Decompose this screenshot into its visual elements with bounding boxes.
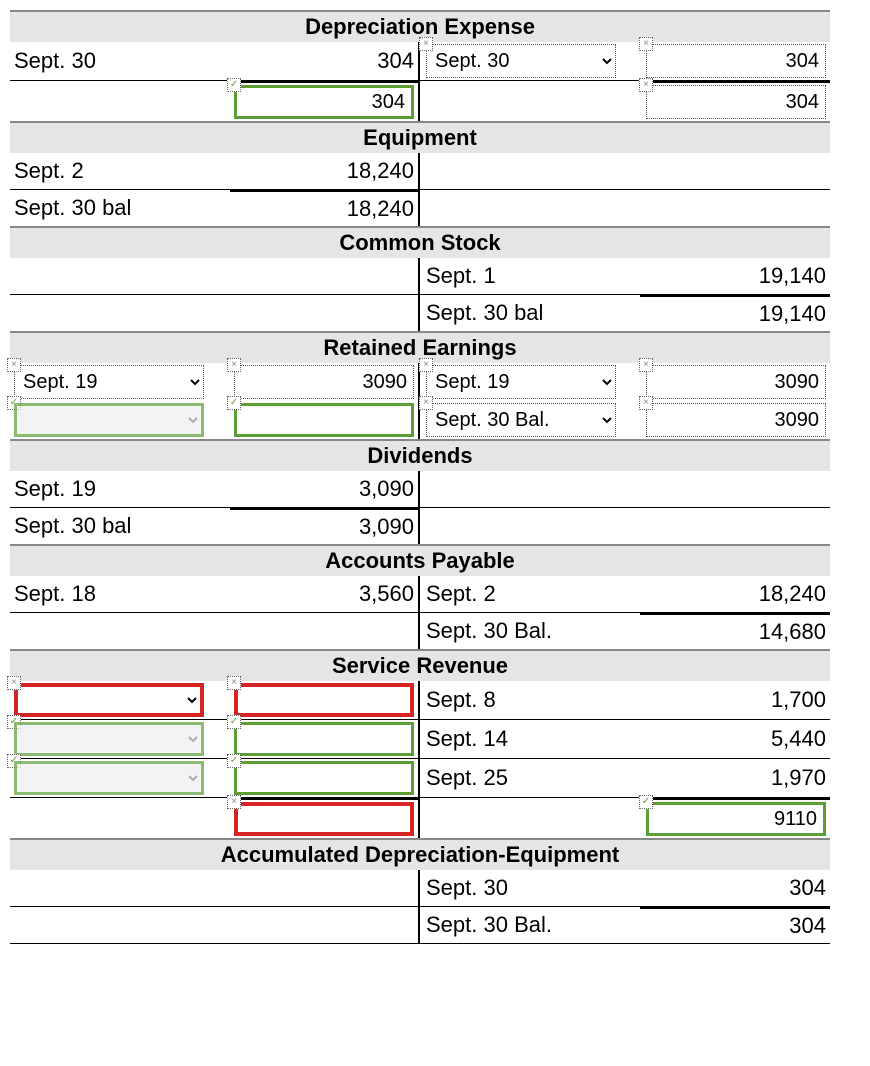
credit-date: Sept. 30 [420,870,640,906]
credit-date-select[interactable]: Sept. 30 [426,44,616,78]
x-icon: × [227,676,241,690]
table-row: ✓ ✓ × Sept. 30 Bal. × [10,401,830,439]
x-icon: × [639,396,653,410]
debit-date: Sept. 2 [10,153,230,189]
check-icon: ✓ [227,715,241,729]
debit-date: Sept. 18 [10,576,230,612]
debit-date-select-disabled [14,761,204,795]
account-header-service-revenue: Service Revenue [10,649,830,681]
table-row: Sept. 30 304 × Sept. 30 × [10,42,830,81]
check-icon: ✓ [227,754,241,768]
x-icon: × [227,358,241,372]
credit-amount: 1,970 [640,759,830,797]
account-header-common-stock: Common Stock [10,226,830,258]
account-header-accounts-payable: Accounts Payable [10,544,830,576]
debit-total-input[interactable] [234,85,414,119]
debit-amount: 3,090 [230,508,420,544]
debit-amount: 18,240 [230,190,420,226]
table-row: ✓ × [10,81,830,121]
credit-date: Sept. 14 [420,720,640,758]
debit-date-select-disabled [14,403,204,437]
debit-amount-input[interactable] [234,761,414,795]
debit-date: Sept. 30 [10,42,230,80]
x-icon: × [639,358,653,372]
debit-amount: 3,560 [230,576,420,612]
debit-date-select[interactable]: Sept. 19 [14,365,204,399]
debit-amount: 304 [230,42,420,80]
credit-date: Sept. 30 Bal. [420,613,640,649]
debit-amount: 18,240 [230,153,420,189]
x-icon: × [419,358,433,372]
x-icon: × [419,37,433,51]
check-icon: ✓ [639,795,653,809]
x-icon: × [227,795,241,809]
x-icon: × [7,358,21,372]
check-icon: ✓ [227,396,241,410]
t-account-ledger: Depreciation Expense Sept. 30 304 × Sept… [10,10,830,944]
table-row: Sept. 1 19,140 [10,258,830,295]
debit-date: Sept. 30 bal [10,508,230,544]
credit-date-select[interactable]: Sept. 30 Bal. [426,403,616,437]
account-header-equipment: Equipment [10,121,830,153]
credit-date: Sept. 2 [420,576,640,612]
debit-date: Sept. 19 [10,471,230,507]
credit-amount-input[interactable] [646,365,826,399]
credit-amount: 1,700 [640,681,830,719]
credit-date: Sept. 8 [420,681,640,719]
credit-amount: 14,680 [640,613,830,649]
debit-total-input[interactable] [234,802,414,836]
credit-amount: 304 [640,907,830,943]
table-row: × × Sept. 8 1,700 [10,681,830,720]
credit-amount: 304 [640,870,830,906]
x-icon: × [639,37,653,51]
credit-date: Sept. 30 Bal. [420,907,640,943]
check-icon: ✓ [227,78,241,92]
table-row: Sept. 30 304 [10,870,830,907]
credit-total-input[interactable] [646,802,826,836]
debit-date: Sept. 30 bal [10,190,230,226]
credit-amount-input[interactable] [646,44,826,78]
table-row: ✓ ✓ Sept. 14 5,440 [10,720,830,759]
account-header-accum-depr: Accumulated Depreciation-Equipment [10,838,830,870]
account-header-dividends: Dividends [10,439,830,471]
table-row: Sept. 18 3,560 Sept. 2 18,240 [10,576,830,613]
credit-amount: 5,440 [640,720,830,758]
table-row: Sept. 30 bal 3,090 [10,508,830,544]
x-icon: × [7,676,21,690]
table-row: Sept. 30 bal 18,240 [10,190,830,226]
table-row: × ✓ [10,798,830,838]
credit-date-select[interactable]: Sept. 19 [426,365,616,399]
credit-amount: 19,140 [640,258,830,294]
credit-amount: 19,140 [640,295,830,331]
table-row: ✓ ✓ Sept. 25 1,970 [10,759,830,798]
table-row: Sept. 2 18,240 [10,153,830,190]
credit-amount-input[interactable] [646,403,826,437]
debit-date-select[interactable] [14,683,204,717]
debit-date-select-disabled [14,722,204,756]
table-row: Sept. 30 bal 19,140 [10,295,830,331]
debit-amount-input[interactable] [234,403,414,437]
x-icon: × [639,78,653,92]
table-row: Sept. 30 Bal. 304 [10,907,830,944]
debit-amount-input[interactable] [234,722,414,756]
credit-total-input[interactable] [646,85,826,119]
x-icon: × [419,396,433,410]
debit-amount: 3,090 [230,471,420,507]
table-row: Sept. 30 Bal. 14,680 [10,613,830,649]
table-row: Sept. 19 3,090 [10,471,830,508]
credit-amount: 18,240 [640,576,830,612]
credit-date: Sept. 1 [420,258,640,294]
debit-amount-input[interactable] [234,683,414,717]
debit-amount-input[interactable] [234,365,414,399]
credit-date: Sept. 30 bal [420,295,640,331]
credit-date: Sept. 25 [420,759,640,797]
